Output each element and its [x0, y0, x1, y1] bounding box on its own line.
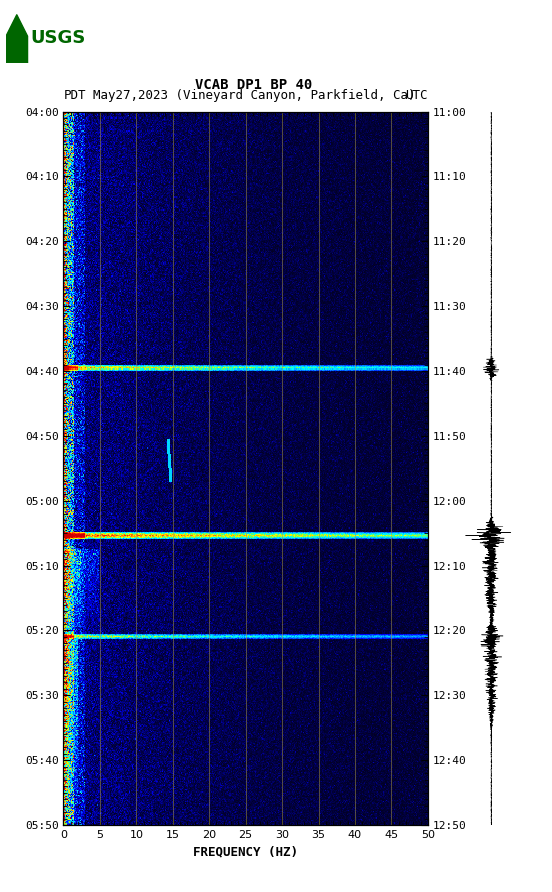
Text: PDT: PDT [63, 89, 86, 102]
X-axis label: FREQUENCY (HZ): FREQUENCY (HZ) [193, 846, 298, 858]
Text: USGS: USGS [31, 29, 86, 47]
Text: UTC: UTC [405, 89, 428, 102]
Text: VCAB DP1 BP 40: VCAB DP1 BP 40 [195, 78, 312, 92]
Text: May27,2023 (Vineyard Canyon, Parkfield, Ca): May27,2023 (Vineyard Canyon, Parkfield, … [93, 89, 415, 102]
